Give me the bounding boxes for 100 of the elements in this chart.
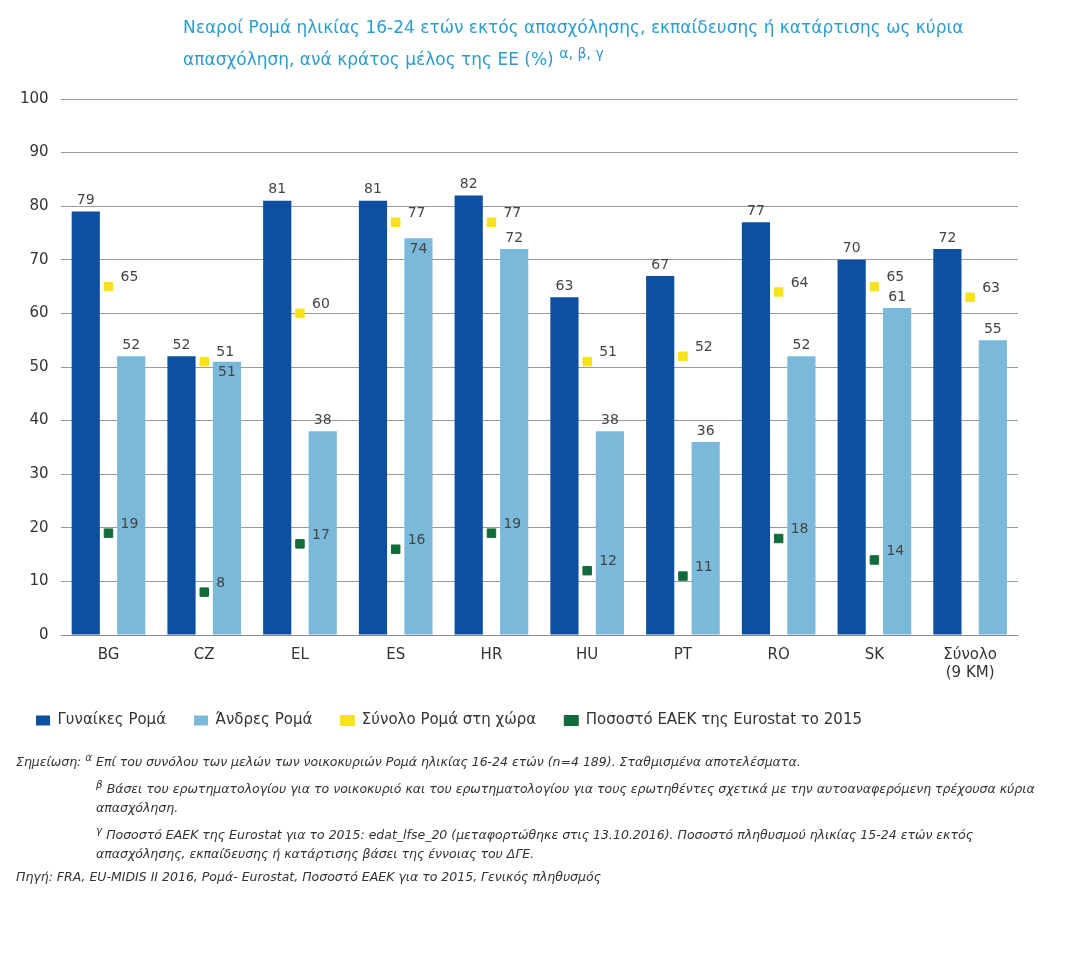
x-tick-label: HU (576, 644, 599, 663)
bar (837, 259, 866, 635)
y-tick-label: 10 (29, 570, 49, 589)
data-label: 51 (599, 342, 618, 359)
data-label: 72 (505, 228, 524, 245)
bar (933, 248, 962, 635)
bar (978, 339, 1007, 635)
y-tick-label: 60 (29, 302, 49, 321)
point (678, 570, 688, 581)
data-label: 65 (886, 267, 905, 284)
bar (741, 221, 771, 635)
x-tick-label: ES (386, 644, 406, 663)
data-label: 77 (747, 201, 765, 218)
point (103, 281, 114, 291)
y-tick-label: 20 (29, 517, 49, 536)
data-label: 67 (651, 255, 670, 272)
data-label: 51 (218, 362, 236, 379)
bar (212, 361, 242, 635)
data-label: 17 (311, 525, 330, 542)
point (486, 217, 497, 227)
point (965, 292, 975, 302)
data-label: 51 (216, 342, 235, 359)
data-label: 81 (268, 180, 287, 197)
point (869, 554, 880, 565)
data-label: 52 (792, 335, 811, 352)
x-tick-label: EL (291, 644, 310, 663)
bar (883, 307, 912, 635)
bar (500, 248, 529, 635)
x-tick-label: BG (97, 644, 120, 663)
data-label: 38 (313, 410, 332, 427)
data-label: 61 (888, 287, 907, 304)
y-tick-label: 30 (29, 463, 49, 482)
data-label: 63 (982, 278, 1000, 295)
text: $^{γ}$ Ποσοστό ΕΑΕΚ της Eurostat για το 2015: edat_lfse_20 (μεταφορτώθηκε στις 13.10.2016). Ποσοστό πληθυσμού ηλικίας 15-24 ετών εκτός απασχόλησης, εκπαίδευσης ή κατάρτισης βάσει της έννοιας του ΔΓΕ. (95, 822, 974, 864)
bar (117, 355, 146, 635)
legend-label: Σύνολο Ρομά στη χώρα (361, 710, 537, 729)
point (773, 286, 784, 297)
bar (263, 200, 292, 635)
data-label: 19 (120, 514, 139, 531)
point (295, 538, 305, 549)
y-tick-label: 90 (29, 142, 49, 161)
data-label: 64 (790, 273, 809, 290)
y-tick-label: 50 (29, 356, 49, 375)
data-label: 70 (842, 239, 861, 256)
data-label: 79 (76, 190, 95, 207)
point (582, 356, 592, 367)
point (678, 351, 688, 361)
data-label: 60 (311, 294, 330, 311)
chart-title: Νεαροί Ρομά ηλικίας 16-24 ετών εκτός απασχόλησης, εκπαίδευσης ή κατάρτισης ως κύρια απασχόληση, ανά κράτος μέλος της ΕΕ (%) $^{α, β, γ}$ (182, 16, 965, 71)
bar (787, 355, 816, 635)
text: Πηγή: FRA, EU-MIDIS II 2016, Ρομά- Eurostat, Ποσοστό ΕΑΕΚ για το 2015, Γενικός πληθυσμός (16, 868, 602, 887)
legend-label: Γυναίκες Ρομά (57, 710, 167, 729)
data-label: 74 (409, 239, 428, 256)
data-label: 52 (172, 335, 191, 352)
data-label: 11 (694, 557, 713, 574)
data-label: 19 (503, 514, 522, 531)
x-tick-label: PT (673, 644, 693, 663)
data-label: 65 (120, 267, 139, 284)
y-tick-label: 80 (29, 195, 49, 214)
y-tick-label: 70 (29, 249, 49, 268)
data-label: 14 (886, 541, 905, 558)
point (582, 565, 592, 576)
data-label: 63 (555, 276, 574, 293)
data-label: 36 (696, 421, 715, 438)
y-tick-label: 40 (29, 410, 49, 429)
legend-label: Άνδρες Ρομά (215, 710, 313, 729)
point (103, 528, 114, 538)
bar (308, 430, 337, 635)
point (486, 528, 497, 538)
bar (646, 275, 675, 635)
bar (595, 430, 625, 635)
point (773, 533, 784, 543)
data-label: 52 (122, 335, 141, 352)
data-label: 16 (407, 530, 426, 547)
x-tick-label: Σύνολο (9 KM) (943, 644, 998, 681)
data-label: 77 (407, 203, 426, 220)
data-label: 72 (938, 228, 957, 245)
legend-label: Ποσοστό ΕΑΕΚ της Eurostat το 2015 (585, 710, 862, 729)
data-label: 55 (983, 319, 1002, 336)
y-tick-label: 100 (19, 88, 49, 107)
bar (358, 200, 388, 635)
y-tick-label: 0 (39, 624, 49, 643)
data-label: 18 (790, 519, 809, 536)
data-label: 82 (459, 174, 478, 191)
x-tick-label: SK (864, 644, 886, 663)
data-label: 12 (599, 551, 618, 568)
data-label: 8 (216, 573, 226, 590)
bar (404, 238, 433, 635)
text: $^{β}$ Βάσει του ερωτηματολογίου για το νοικοκυριό και του ερωτηματολογίου για τους ερωτηθέντες σχετικά με την αυτοαναφερόμενη τρέχουσα κύρια απασχόληση. (95, 776, 1036, 817)
data-label: 52 (694, 337, 713, 354)
text: Σημείωση: $^{α}$ Επί του συνόλου των μελών των νοικοκυριών Ρομά ηλικίας 16-24 ετών (n=4 189). Σταθμισμένα αποτελέσματα. (16, 749, 802, 771)
point (869, 281, 880, 291)
x-tick-label: CZ (193, 644, 215, 663)
point (390, 544, 401, 554)
bar (454, 195, 483, 635)
data-label: 81 (364, 180, 382, 197)
data-label: 38 (601, 410, 619, 427)
point (295, 308, 305, 318)
point (199, 356, 209, 367)
x-tick-label: HR (480, 644, 503, 663)
